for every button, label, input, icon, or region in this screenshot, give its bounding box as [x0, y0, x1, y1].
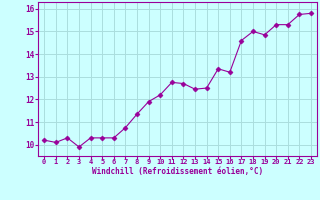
X-axis label: Windchill (Refroidissement éolien,°C): Windchill (Refroidissement éolien,°C) [92, 167, 263, 176]
